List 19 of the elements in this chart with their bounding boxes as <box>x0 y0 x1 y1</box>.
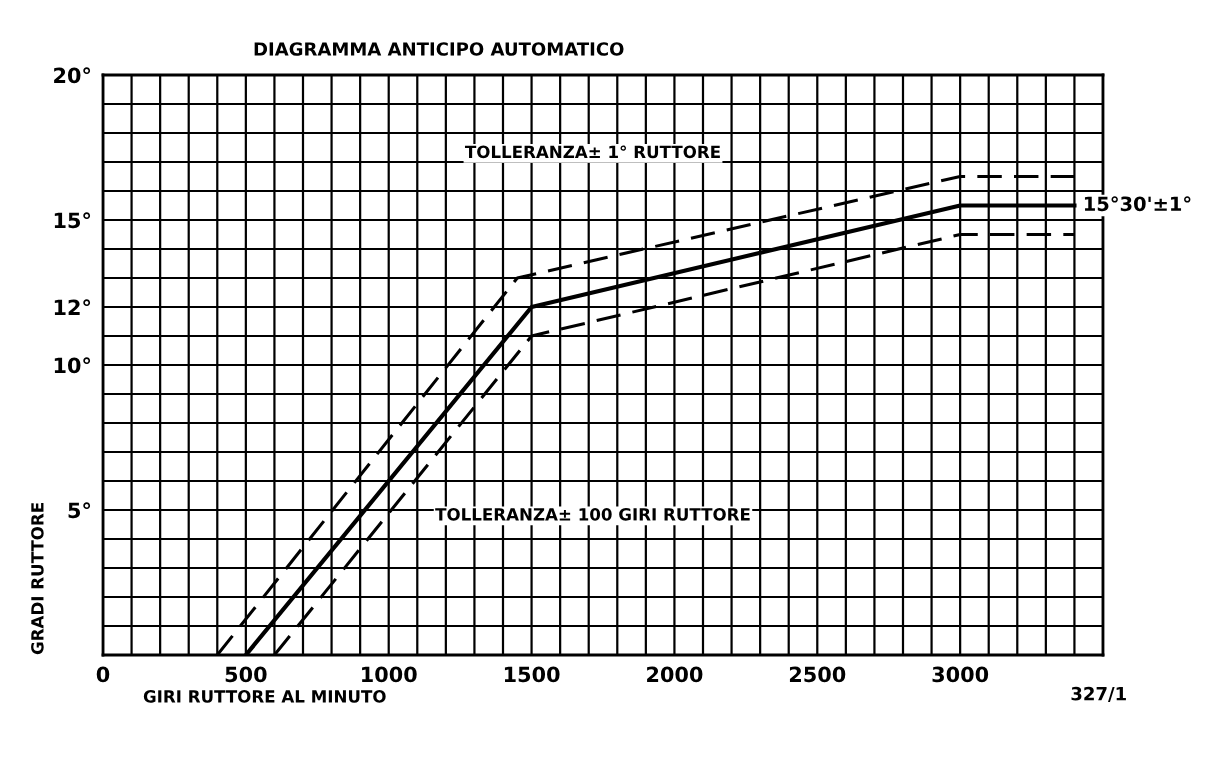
y-axis-title: GRADI RUTTORE <box>31 503 44 655</box>
annotation: TOLLERANZA± 1° RUTTORE <box>464 145 720 159</box>
x-tick-label: 2500 <box>789 666 846 683</box>
text: 327/1 <box>1071 686 1126 702</box>
x-axis-title: GIRI RUTTORE AL MINUTO <box>143 690 386 703</box>
y-tick-label: 10° <box>54 357 91 374</box>
x-tick-label: 3000 <box>932 666 989 683</box>
y-tick-label: 5° <box>68 502 91 519</box>
x-tick-label: 1000 <box>362 666 417 683</box>
x-tick-label: 2000 <box>647 666 703 683</box>
y-tick-label: 20° <box>54 67 91 84</box>
x-tick-label: 0 <box>96 666 110 683</box>
y-tick-label: 12° <box>54 299 91 315</box>
x-tick-label: 500 <box>225 666 267 683</box>
annotation: 15°30'±1° <box>1084 196 1191 212</box>
y-tick-label: 15° <box>54 212 91 229</box>
x-tick-label: 1500 <box>504 666 560 683</box>
chart-title: DIAGRAMMA ANTICIPO AUTOMATICO <box>254 42 624 56</box>
annotation: TOLLERANZA± 100 GIRI RUTTORE <box>435 508 750 521</box>
